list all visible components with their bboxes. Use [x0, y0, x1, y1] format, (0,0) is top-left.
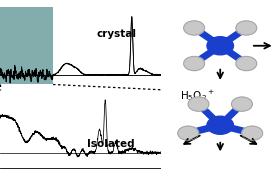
Bar	[0, 4, 53, 84]
Circle shape	[184, 56, 204, 71]
Circle shape	[236, 21, 257, 35]
Circle shape	[178, 126, 199, 140]
Circle shape	[207, 116, 234, 134]
Circle shape	[188, 97, 209, 111]
Text: H$_5$O$_2$$^+$: H$_5$O$_2$$^+$	[181, 89, 215, 103]
Circle shape	[207, 37, 234, 55]
Circle shape	[236, 56, 257, 71]
Text: Isolated: Isolated	[87, 139, 134, 149]
Text: crystal: crystal	[96, 29, 136, 39]
Circle shape	[232, 97, 252, 111]
Circle shape	[242, 126, 263, 140]
Circle shape	[184, 21, 204, 35]
